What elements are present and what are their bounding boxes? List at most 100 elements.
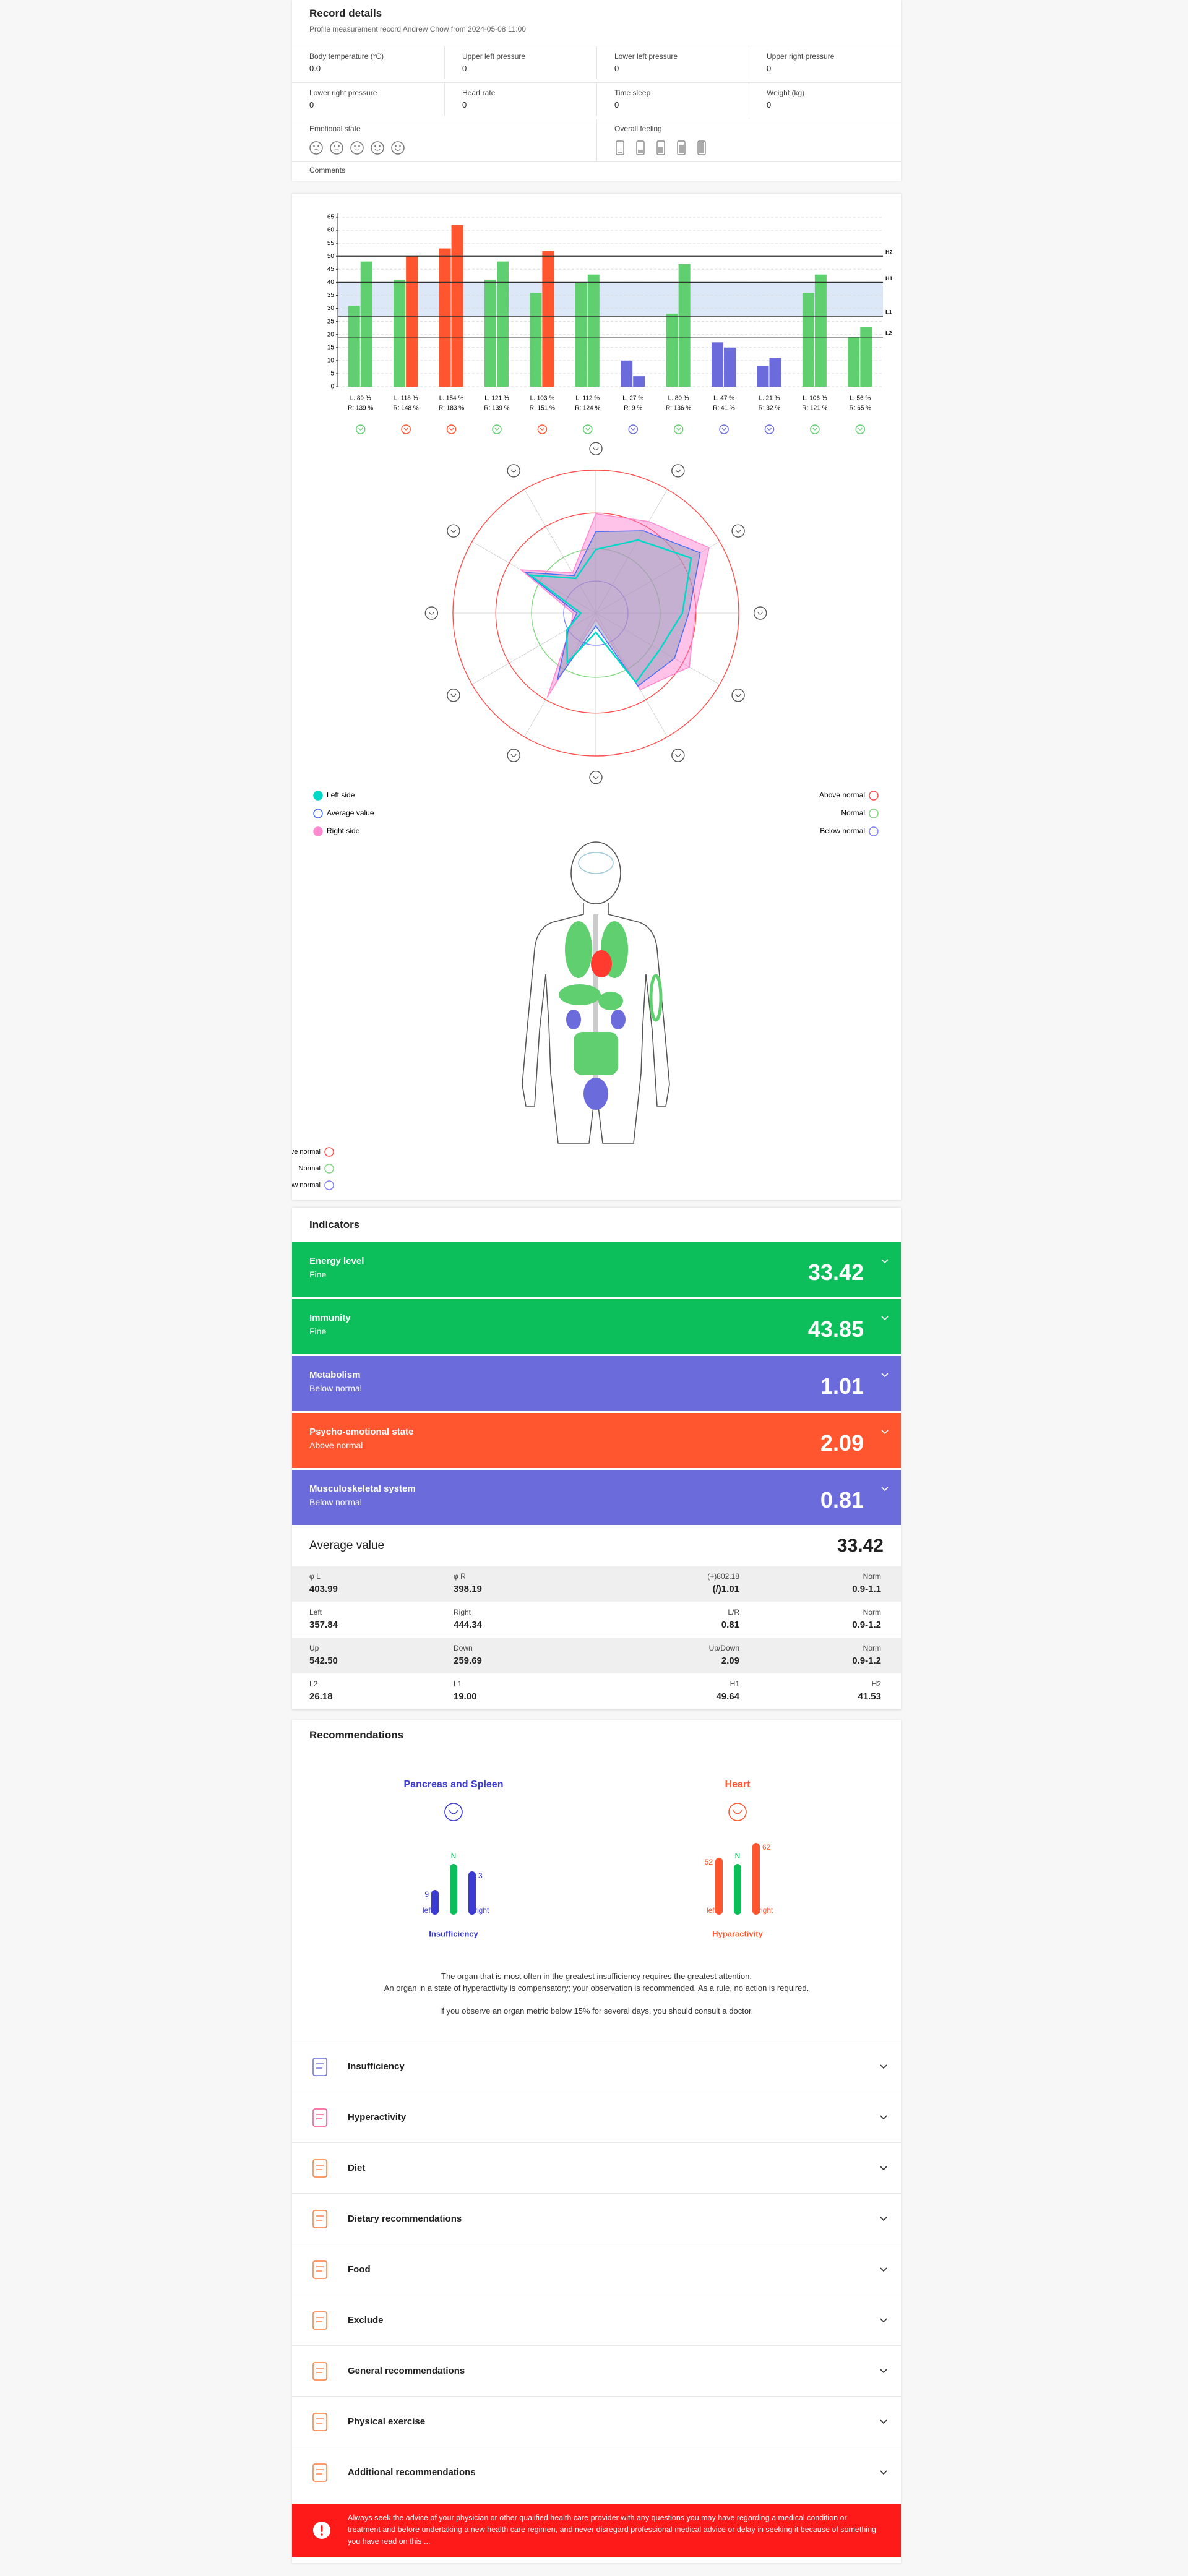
- chevron: [880, 2115, 887, 2120]
- legend-label: Average value: [327, 809, 374, 817]
- accordion-item[interactable]: Food: [292, 2244, 901, 2295]
- section-icon-shape: [312, 2260, 327, 2279]
- legend-marker: [869, 809, 879, 818]
- level-label: 52: [705, 1858, 713, 1866]
- table-label: φ R: [454, 1572, 466, 1581]
- face-mouth: [395, 148, 401, 151]
- section-icon-shape: [312, 2362, 327, 2381]
- table-value: 259.69: [454, 1655, 482, 1666]
- section-name: Physical exercise: [348, 2416, 426, 2427]
- table-value: 403.99: [309, 1584, 338, 1594]
- accordion-item[interactable]: Insufficiency: [292, 2041, 901, 2092]
- indicator-row[interactable]: Energy level Fine 33.42: [292, 1242, 901, 1297]
- indicators-card: Indicators Energy level Fine 33.42 Immunity F…: [292, 1208, 901, 1710]
- organ-icon-detail: [735, 693, 741, 697]
- category-label: R: 121 %: [802, 405, 827, 412]
- bar: [724, 347, 736, 387]
- bar: [757, 366, 769, 387]
- feeling-icon: [677, 140, 686, 155]
- side-label: left: [423, 1906, 433, 1915]
- organ-icon: [492, 424, 502, 434]
- level-bar: [431, 1890, 439, 1915]
- indicator-value: 1.01: [820, 1373, 864, 1399]
- y-tick-label: 20: [327, 331, 335, 338]
- y-tick-label: 5: [330, 371, 334, 377]
- face-eye: [379, 145, 381, 147]
- section-name: General recommendations: [348, 2366, 465, 2376]
- field-label: Time sleep: [614, 88, 651, 97]
- alert-icon: [313, 2522, 330, 2539]
- legend-marker: [313, 826, 323, 836]
- field: Time sleep 0: [596, 82, 749, 116]
- face-mouth: [313, 149, 319, 151]
- indicator-row[interactable]: Immunity Fine 43.85: [292, 1299, 901, 1354]
- legend-label: Left side: [327, 791, 355, 799]
- table-label: L1: [454, 1680, 462, 1688]
- y-tick-label: 45: [327, 266, 335, 273]
- category-label: L: 103 %: [530, 395, 555, 402]
- radar-series: [524, 530, 701, 687]
- chevron: [880, 2318, 887, 2323]
- divider: [596, 119, 597, 161]
- field-value: 0: [767, 64, 772, 73]
- category-label: L: 121 %: [484, 395, 509, 402]
- organ-icon: [589, 770, 603, 784]
- kidney: [611, 1010, 626, 1029]
- category-label: L: 154 %: [439, 395, 464, 402]
- section-icon: [312, 2463, 327, 2482]
- organ-icon-detail: [757, 611, 764, 615]
- bar: [848, 337, 860, 387]
- section-name: Insufficiency: [348, 2061, 405, 2072]
- section-name: Hyperactivity: [348, 2112, 407, 2123]
- indicator-row[interactable]: Metabolism Below normal 1.01: [292, 1356, 901, 1411]
- organ-icon: [589, 442, 603, 456]
- organ-icon-detail: [767, 427, 772, 431]
- table-label: φ L: [309, 1572, 321, 1581]
- face-mouth: [374, 148, 381, 151]
- chevron-icon: [880, 2470, 887, 2475]
- indicator-row[interactable]: Musculoskeletal system Below normal 0.81: [292, 1470, 901, 1525]
- accordion-item[interactable]: Additional recommendations: [292, 2447, 901, 2497]
- accordion-item[interactable]: Physical exercise: [292, 2396, 901, 2447]
- category-label: R: 139 %: [484, 405, 509, 412]
- accordion-item[interactable]: Dietary recommendations: [292, 2193, 901, 2244]
- accordion-item[interactable]: Diet: [292, 2142, 901, 2193]
- face-eye: [317, 145, 319, 147]
- note: If you observe an organ metric below 15%…: [439, 2006, 754, 2016]
- field: Weight (kg) 0: [749, 82, 901, 116]
- bar: [575, 282, 587, 387]
- legend-marker: [869, 826, 879, 836]
- table-label: L/R: [728, 1608, 739, 1616]
- panel-icon: [444, 1803, 463, 1821]
- field: Body temperature (°C) 0.0: [292, 46, 444, 79]
- chevron-icon: [880, 2267, 887, 2272]
- bar: [439, 248, 451, 387]
- organ-icon-detail: [449, 427, 454, 431]
- accordion-item[interactable]: Hyperactivity: [292, 2092, 901, 2142]
- table-label: (+)802.18: [707, 1572, 739, 1581]
- organ-icon-detail: [450, 693, 457, 697]
- bar: [406, 256, 418, 387]
- organ-icon: [447, 524, 460, 538]
- panel-icon-detail: [448, 1809, 459, 1814]
- table-value: 0.9-1.2: [852, 1655, 881, 1666]
- indicator-row[interactable]: Psycho-emotional state Above normal 2.09: [292, 1413, 901, 1468]
- category-label: L: 47 %: [713, 395, 734, 402]
- face-icon: [371, 141, 384, 155]
- accordion-item[interactable]: Exclude: [292, 2295, 901, 2345]
- category-label: L: 112 %: [575, 395, 600, 402]
- organ-icon: [628, 424, 638, 434]
- chevron: [881, 1316, 889, 1321]
- bar: [712, 342, 724, 387]
- table-label: Norm: [863, 1608, 881, 1616]
- accordion-item[interactable]: General recommendations: [292, 2345, 901, 2396]
- organ-icon-detail: [675, 469, 681, 473]
- indicator-value: 2.09: [820, 1430, 864, 1456]
- indicator-name: Musculoskeletal system: [309, 1483, 416, 1494]
- feeling-icon: [636, 140, 645, 155]
- y-tick-label: 30: [327, 305, 335, 312]
- feeling-level: [679, 145, 684, 153]
- section-icon: [312, 2210, 327, 2228]
- table-label: Up: [309, 1644, 319, 1652]
